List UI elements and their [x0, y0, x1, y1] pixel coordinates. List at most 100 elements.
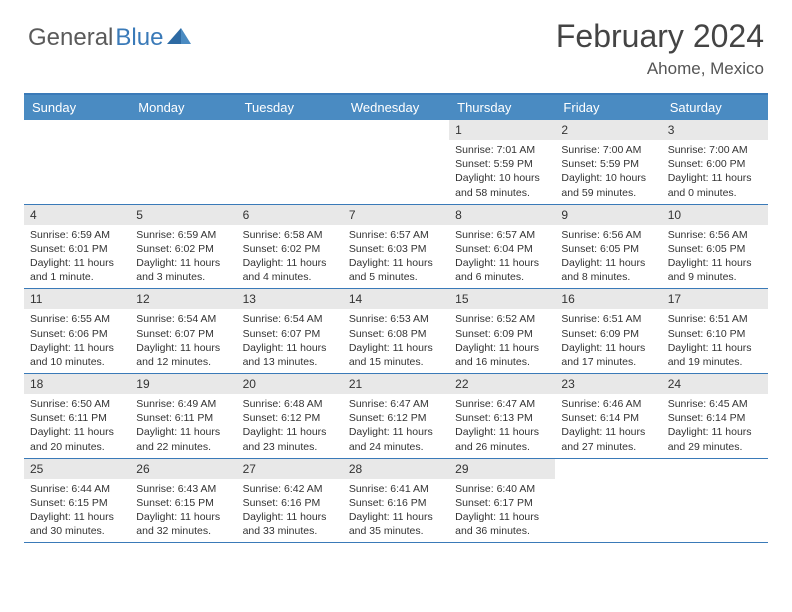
daylight-text: Daylight: 11 hours and 36 minutes. [455, 510, 549, 538]
calendar-week-row: 1Sunrise: 7:01 AMSunset: 5:59 PMDaylight… [24, 120, 768, 205]
day-cell: 28Sunrise: 6:41 AMSunset: 6:16 PMDayligh… [343, 459, 449, 543]
daylight-text: Daylight: 10 hours and 58 minutes. [455, 171, 549, 199]
sunset-text: Sunset: 6:12 PM [349, 411, 443, 425]
sunrise-text: Sunrise: 6:45 AM [668, 397, 762, 411]
sunrise-text: Sunrise: 6:49 AM [136, 397, 230, 411]
day-number: 19 [130, 374, 236, 394]
brand-text-general: General [28, 24, 113, 52]
daylight-text: Daylight: 11 hours and 17 minutes. [561, 341, 655, 369]
sunrise-text: Sunrise: 6:54 AM [136, 312, 230, 326]
month-title: February 2024 [556, 18, 764, 55]
sunset-text: Sunset: 6:10 PM [668, 327, 762, 341]
day-number: 29 [449, 459, 555, 479]
day-number: 18 [24, 374, 130, 394]
weekday-header: Tuesday [237, 95, 343, 120]
day-number [343, 120, 449, 140]
day-cell: 20Sunrise: 6:48 AMSunset: 6:12 PMDayligh… [237, 374, 343, 458]
day-cell [555, 459, 661, 543]
sunset-text: Sunset: 6:03 PM [349, 242, 443, 256]
sunrise-text: Sunrise: 6:57 AM [455, 228, 549, 242]
sunset-text: Sunset: 6:09 PM [561, 327, 655, 341]
day-cell: 11Sunrise: 6:55 AMSunset: 6:06 PMDayligh… [24, 289, 130, 373]
day-details: Sunrise: 6:54 AMSunset: 6:07 PMDaylight:… [130, 309, 236, 373]
day-details: Sunrise: 6:54 AMSunset: 6:07 PMDaylight:… [237, 309, 343, 373]
sunrise-text: Sunrise: 6:59 AM [136, 228, 230, 242]
calendar-week-row: 4Sunrise: 6:59 AMSunset: 6:01 PMDaylight… [24, 205, 768, 290]
weekday-header: Wednesday [343, 95, 449, 120]
day-details: Sunrise: 6:57 AMSunset: 6:03 PMDaylight:… [343, 225, 449, 289]
sunset-text: Sunset: 6:00 PM [668, 157, 762, 171]
day-number: 13 [237, 289, 343, 309]
day-cell: 6Sunrise: 6:58 AMSunset: 6:02 PMDaylight… [237, 205, 343, 289]
day-number: 9 [555, 205, 661, 225]
day-details: Sunrise: 6:59 AMSunset: 6:02 PMDaylight:… [130, 225, 236, 289]
brand-triangle-icon [167, 26, 193, 51]
sunrise-text: Sunrise: 6:56 AM [668, 228, 762, 242]
sunset-text: Sunset: 6:14 PM [668, 411, 762, 425]
sunset-text: Sunset: 6:09 PM [455, 327, 549, 341]
day-number [237, 120, 343, 140]
sunrise-text: Sunrise: 6:44 AM [30, 482, 124, 496]
day-cell: 13Sunrise: 6:54 AMSunset: 6:07 PMDayligh… [237, 289, 343, 373]
day-cell: 24Sunrise: 6:45 AMSunset: 6:14 PMDayligh… [662, 374, 768, 458]
day-number: 1 [449, 120, 555, 140]
day-details: Sunrise: 6:51 AMSunset: 6:09 PMDaylight:… [555, 309, 661, 373]
sunset-text: Sunset: 6:15 PM [30, 496, 124, 510]
day-cell: 22Sunrise: 6:47 AMSunset: 6:13 PMDayligh… [449, 374, 555, 458]
day-number [130, 120, 236, 140]
day-cell: 25Sunrise: 6:44 AMSunset: 6:15 PMDayligh… [24, 459, 130, 543]
day-number [662, 459, 768, 479]
day-details: Sunrise: 6:52 AMSunset: 6:09 PMDaylight:… [449, 309, 555, 373]
calendar-week-row: 11Sunrise: 6:55 AMSunset: 6:06 PMDayligh… [24, 289, 768, 374]
day-details: Sunrise: 6:42 AMSunset: 6:16 PMDaylight:… [237, 479, 343, 543]
day-number: 12 [130, 289, 236, 309]
day-details: Sunrise: 6:47 AMSunset: 6:13 PMDaylight:… [449, 394, 555, 458]
sunset-text: Sunset: 6:16 PM [243, 496, 337, 510]
day-number: 14 [343, 289, 449, 309]
day-number: 8 [449, 205, 555, 225]
sunrise-text: Sunrise: 6:48 AM [243, 397, 337, 411]
sunset-text: Sunset: 6:11 PM [136, 411, 230, 425]
day-details: Sunrise: 6:44 AMSunset: 6:15 PMDaylight:… [24, 479, 130, 543]
sunset-text: Sunset: 6:14 PM [561, 411, 655, 425]
day-details: Sunrise: 6:51 AMSunset: 6:10 PMDaylight:… [662, 309, 768, 373]
day-number [555, 459, 661, 479]
sunrise-text: Sunrise: 6:53 AM [349, 312, 443, 326]
sunrise-text: Sunrise: 6:47 AM [349, 397, 443, 411]
daylight-text: Daylight: 11 hours and 5 minutes. [349, 256, 443, 284]
daylight-text: Daylight: 11 hours and 22 minutes. [136, 425, 230, 453]
day-number: 25 [24, 459, 130, 479]
day-cell [237, 120, 343, 204]
day-number: 5 [130, 205, 236, 225]
day-number: 6 [237, 205, 343, 225]
sunrise-text: Sunrise: 6:41 AM [349, 482, 443, 496]
day-cell: 12Sunrise: 6:54 AMSunset: 6:07 PMDayligh… [130, 289, 236, 373]
daylight-text: Daylight: 11 hours and 6 minutes. [455, 256, 549, 284]
day-cell: 18Sunrise: 6:50 AMSunset: 6:11 PMDayligh… [24, 374, 130, 458]
weekday-header: Sunday [24, 95, 130, 120]
sunrise-text: Sunrise: 6:56 AM [561, 228, 655, 242]
day-number: 28 [343, 459, 449, 479]
day-details: Sunrise: 6:56 AMSunset: 6:05 PMDaylight:… [555, 225, 661, 289]
day-cell: 21Sunrise: 6:47 AMSunset: 6:12 PMDayligh… [343, 374, 449, 458]
day-number: 27 [237, 459, 343, 479]
sunset-text: Sunset: 6:06 PM [30, 327, 124, 341]
daylight-text: Daylight: 11 hours and 1 minute. [30, 256, 124, 284]
sunrise-text: Sunrise: 6:46 AM [561, 397, 655, 411]
day-cell: 5Sunrise: 6:59 AMSunset: 6:02 PMDaylight… [130, 205, 236, 289]
day-cell: 4Sunrise: 6:59 AMSunset: 6:01 PMDaylight… [24, 205, 130, 289]
day-number [24, 120, 130, 140]
sunrise-text: Sunrise: 6:51 AM [668, 312, 762, 326]
daylight-text: Daylight: 11 hours and 29 minutes. [668, 425, 762, 453]
daylight-text: Daylight: 11 hours and 3 minutes. [136, 256, 230, 284]
daylight-text: Daylight: 11 hours and 33 minutes. [243, 510, 337, 538]
day-number: 20 [237, 374, 343, 394]
sunset-text: Sunset: 6:01 PM [30, 242, 124, 256]
day-number: 22 [449, 374, 555, 394]
day-cell: 9Sunrise: 6:56 AMSunset: 6:05 PMDaylight… [555, 205, 661, 289]
location-label: Ahome, Mexico [556, 59, 764, 79]
day-cell: 1Sunrise: 7:01 AMSunset: 5:59 PMDaylight… [449, 120, 555, 204]
day-number: 21 [343, 374, 449, 394]
sunset-text: Sunset: 6:13 PM [455, 411, 549, 425]
day-number: 17 [662, 289, 768, 309]
